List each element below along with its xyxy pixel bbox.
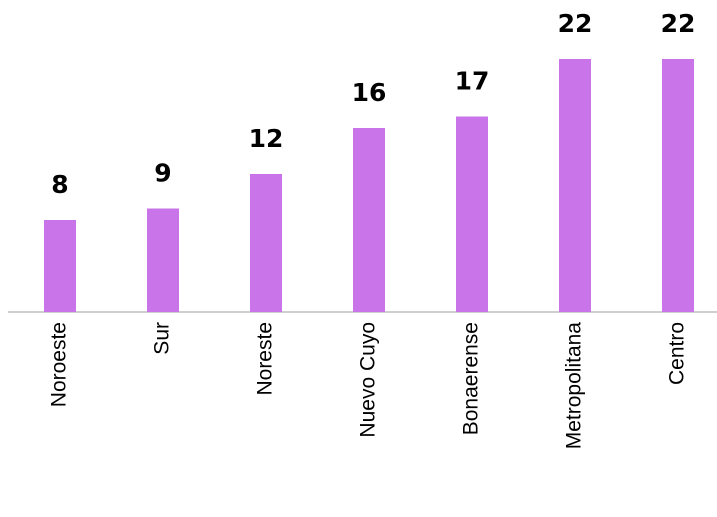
bar [147, 208, 179, 312]
bar [44, 220, 76, 312]
value-label: 12 [249, 124, 284, 153]
value-label: 9 [154, 159, 171, 188]
value-label: 8 [51, 170, 68, 199]
x-tick-label: Sur [151, 322, 174, 355]
bar [456, 116, 488, 312]
value-label: 16 [352, 78, 387, 107]
bar [662, 59, 694, 312]
x-tick-label: Nuevo Cuyo [357, 322, 380, 438]
value-label: 22 [661, 9, 696, 38]
x-tick-label: Centro [666, 322, 689, 385]
x-tick-label: Noroeste [48, 322, 71, 407]
bar [250, 174, 282, 312]
value-label: 22 [558, 9, 593, 38]
bar [353, 128, 385, 312]
bar [559, 59, 591, 312]
x-tick-label: Bonaerense [460, 322, 483, 435]
value-label: 17 [455, 67, 490, 96]
x-tick-label: Noreste [254, 322, 277, 396]
x-tick-label: Metropolitana [563, 322, 586, 450]
